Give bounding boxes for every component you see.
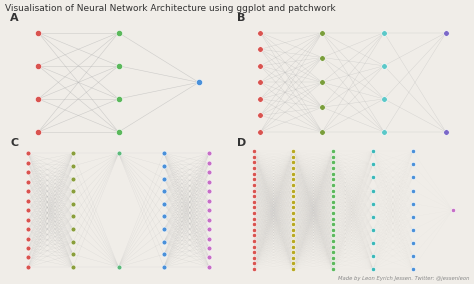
- Text: Made by Leon Eyrich Jessen. Twitter: @jessenleon: Made by Leon Eyrich Jessen. Twitter: @je…: [338, 276, 469, 281]
- Text: A: A: [10, 13, 18, 23]
- Text: B: B: [237, 13, 246, 23]
- Text: C: C: [10, 138, 18, 148]
- Text: D: D: [237, 138, 246, 148]
- Text: Visualisation of Neural Network Architecture using ggplot and patchwork: Visualisation of Neural Network Architec…: [5, 4, 336, 13]
